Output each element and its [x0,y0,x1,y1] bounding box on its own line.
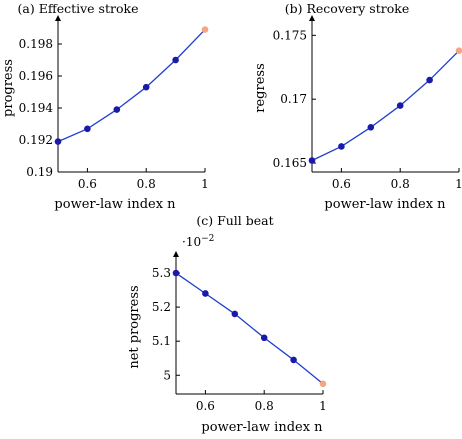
ticks: 0.6 0.8 1 0.19 0.192 0.194 0.196 0.198 [19,37,209,191]
x-tick-label: 1 [201,177,209,191]
data-point [396,102,404,109]
x-axis-label: power-law index n [54,197,176,212]
data-point [426,76,433,84]
y-tick-label: 0.175 [273,28,307,42]
y-axis-arrowhead [173,251,179,257]
data-point [338,143,345,150]
plot-area [172,269,327,388]
y-tick-label: 5.1 [152,334,171,348]
x-tick-label: 0.8 [137,177,156,191]
y-tick-label: 5 [163,368,171,382]
data-point [367,123,375,131]
x-axis-label: power-law index n [201,420,323,435]
highlight-point [319,380,327,388]
data-point [113,106,121,113]
y-axis-arrowhead [309,15,315,21]
axes [309,15,459,173]
data-point [308,157,316,164]
x-tick-label: 1 [455,177,462,191]
data-point [84,125,91,133]
x-tick-label: 0.6 [78,177,97,191]
scale-factor-label: ·10−2 [182,234,214,249]
series-line [175,272,324,385]
y-tick-label: 0.196 [19,69,53,83]
series-line [57,29,206,143]
x-tick-label: 0.6 [196,399,215,413]
panel-full-beat: (c) Full beat net progress power-law ind… [127,213,327,435]
y-tick-label: 5.2 [152,300,171,314]
data-point [260,334,268,342]
data-point [54,138,62,145]
series-line [311,50,460,162]
scale-base: ·10 [182,235,201,249]
ticks: 0.6 0.8 1 0.165 0.17 0.175 [273,28,462,191]
data-point [231,310,239,318]
x-tick-label: 0.8 [391,177,410,191]
y-tick-label: 0.165 [273,156,307,170]
y-tick-label: 5.3 [152,266,171,280]
y-tick-label: 0.19 [26,165,53,179]
panel-effective-stroke: (a) Effective stroke progress power-law … [1,1,209,212]
highlight-point [201,26,209,33]
y-axis-arrowhead [55,15,61,21]
y-axis-label: net progress [127,285,142,368]
x-tick-label: 0.8 [255,399,274,413]
data-point [172,56,179,64]
y-tick-label: 0.17 [280,92,307,106]
x-tick-label: 0.6 [332,177,351,191]
x-tick-label: 1 [319,399,327,413]
y-tick-label: 0.192 [19,133,53,147]
y-axis-label: regress [253,63,268,112]
data-point [142,83,150,91]
plot-area [54,26,209,145]
scale-exponent: −2 [201,234,214,244]
chart-title: (c) Full beat [196,213,273,228]
panel-recovery-stroke: (b) Recovery stroke regress power-law in… [253,1,462,212]
chart-title: (a) Effective stroke [18,1,139,16]
data-point [202,290,209,297]
highlight-point [455,47,462,54]
ticks: 0.6 0.8 1 5 5.1 5.2 5.3 [152,266,327,413]
data-point [172,269,180,277]
y-tick-label: 0.198 [19,37,53,51]
axes [55,15,205,173]
plot-area [308,47,462,164]
x-axis-label: power-law index n [324,197,446,212]
axes [173,251,323,395]
y-axis-label: progress [1,59,16,117]
chart-title: (b) Recovery stroke [285,1,409,16]
y-tick-label: 0.194 [19,101,54,115]
data-point [290,356,297,364]
